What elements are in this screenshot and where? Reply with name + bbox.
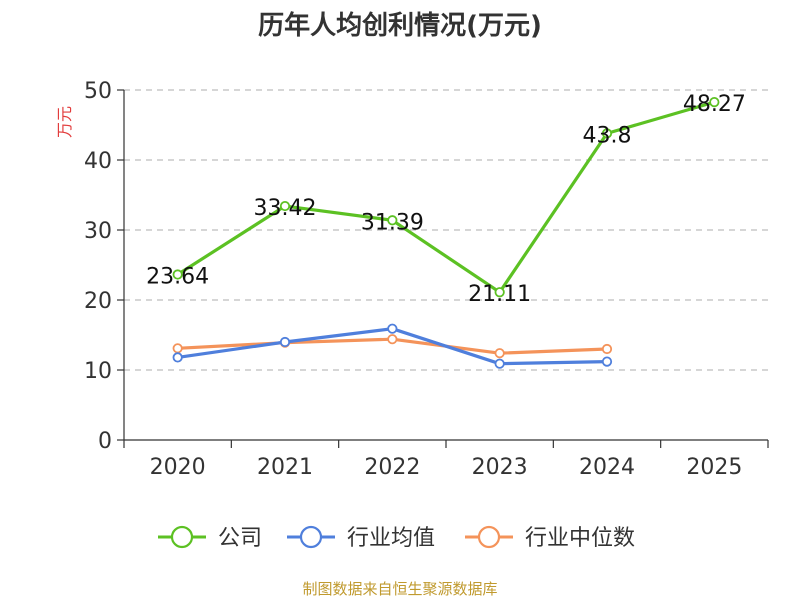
y-axis-label: 万元 [55, 106, 74, 138]
data-label: 23.64 [146, 265, 209, 290]
data-label: 21.11 [468, 282, 531, 307]
x-tick-label: 2022 [364, 455, 420, 480]
x-tick-label: 2024 [579, 455, 635, 480]
x-tick-label: 2025 [686, 455, 742, 480]
data-point [494, 358, 505, 369]
y-tick-label: 30 [84, 219, 112, 244]
data-label: 31.39 [361, 210, 424, 235]
data-point [387, 334, 398, 345]
x-tick-label: 2020 [150, 455, 206, 480]
y-tick-label: 20 [84, 289, 112, 314]
data-point [172, 352, 183, 363]
y-tick-label: 10 [84, 359, 112, 384]
legend-marker [477, 525, 501, 549]
data-point [172, 343, 183, 354]
legend-marker [170, 525, 194, 549]
axis-layer: 0 10 20 30 40 50 2020 2021 2022 2023 2024 2025 [84, 79, 769, 480]
legend-item: 公司 [158, 525, 262, 551]
source-note: 制图数据来自恒生聚源数据库 [302, 580, 497, 598]
y-tick-label: 0 [98, 429, 112, 454]
legend-label: 行业均值 [347, 526, 435, 551]
data-point [494, 287, 505, 298]
data-point [709, 97, 720, 108]
legend-label: 公司 [218, 526, 262, 551]
legend-item: 行业中位数 [465, 525, 635, 551]
series-line [176, 100, 715, 294]
legend-item: 行业均值 [287, 525, 435, 551]
legend-marker [299, 525, 323, 549]
data-point [279, 336, 291, 348]
data-point [601, 128, 613, 139]
data-label: 43.8 [583, 123, 632, 148]
x-tick-label: 2023 [472, 455, 528, 480]
data-point [387, 215, 398, 226]
y-tick-label: 50 [84, 79, 112, 104]
data-point [601, 356, 613, 367]
grid-layer [124, 89, 768, 371]
legend-label: 行业中位数 [525, 526, 635, 551]
data-point [279, 200, 291, 212]
data-label-layer: 23.64 33.42 31.39 21.11 43.8 48.27 [146, 92, 746, 307]
data-label: 48.27 [683, 92, 746, 117]
data-point [172, 269, 183, 280]
chart-title: 历年人均创利情况(万元) [258, 10, 542, 41]
data-point [387, 323, 398, 334]
legend: 公司 行业均值 行业中位数 [158, 525, 635, 551]
x-tick-label: 2021 [257, 455, 313, 480]
y-tick-label: 40 [84, 149, 112, 174]
series-layer [172, 97, 720, 369]
data-point [601, 343, 613, 355]
data-label: 33.42 [254, 196, 317, 221]
data-point [494, 348, 505, 359]
